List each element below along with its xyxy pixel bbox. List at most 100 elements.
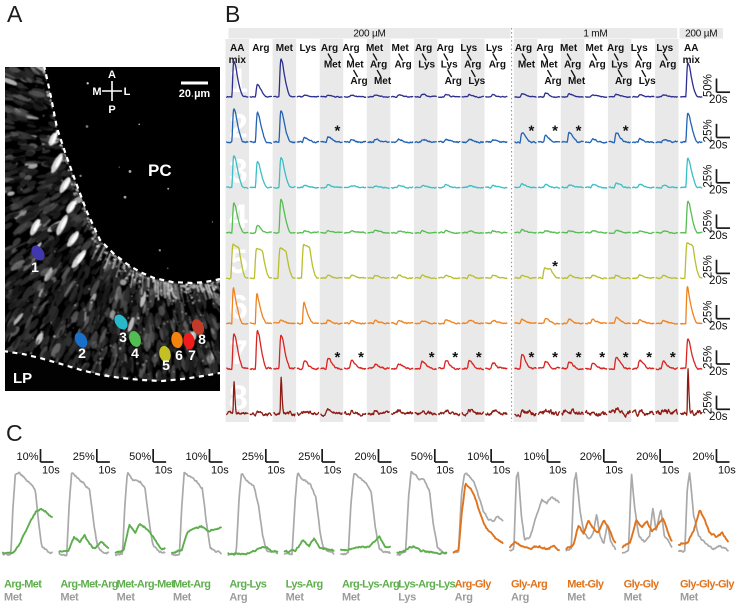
reference-trace bbox=[340, 472, 391, 556]
trace-r1-c18 bbox=[632, 93, 655, 98]
trace-r3-c17 bbox=[608, 182, 631, 189]
trace-r4-c5 bbox=[320, 230, 343, 234]
subplot-scale-percent-label: 10% bbox=[185, 451, 207, 463]
header-connector bbox=[447, 69, 453, 78]
trace-r8-c16 bbox=[584, 409, 608, 417]
test-trace bbox=[565, 519, 617, 550]
trace-r6-c14 bbox=[537, 317, 561, 325]
subplot-reference-label: Met bbox=[173, 592, 192, 604]
scalebar-20um-label: 20 µm bbox=[179, 88, 211, 100]
trace-r3-c14 bbox=[537, 183, 561, 189]
trace-r3-c20 bbox=[680, 157, 703, 189]
subplot-test-label: Met-Gly bbox=[567, 579, 605, 591]
reference-trace bbox=[452, 472, 504, 554]
trace-r1-c19 bbox=[655, 94, 678, 98]
svg-text:Arg: Arg bbox=[544, 76, 561, 87]
trace-r6-c11 bbox=[461, 319, 484, 325]
cell-number-label: 6 bbox=[175, 347, 183, 363]
trace-r6-c3 bbox=[273, 319, 296, 325]
trace-r5-c17 bbox=[608, 274, 631, 280]
trace-r1-c13 bbox=[514, 92, 537, 99]
subplot-scalebar bbox=[490, 449, 505, 463]
svg-text:Arg: Arg bbox=[464, 60, 481, 71]
trace-r2-c3 bbox=[273, 110, 296, 144]
trace-r8-c15 bbox=[561, 408, 584, 416]
subplot-scalebar bbox=[659, 449, 674, 463]
header-connector bbox=[521, 53, 527, 61]
header-connector bbox=[443, 53, 449, 61]
reference-trace bbox=[678, 472, 729, 553]
trace-r8-c11 bbox=[461, 408, 484, 417]
subplot-scale-time-label: 10s bbox=[380, 465, 398, 477]
trace-r1-c16 bbox=[584, 94, 608, 98]
subplot-scalebar bbox=[321, 449, 336, 463]
trace-r1-c9 bbox=[414, 93, 437, 99]
svg-text:Arg: Arg bbox=[615, 76, 632, 87]
column-header-13: Arg Met bbox=[515, 43, 536, 71]
trace-r1-c3 bbox=[273, 58, 296, 98]
subplot-test-label: Met-Arg-Met bbox=[117, 579, 175, 591]
trace-r2-c15 bbox=[561, 131, 584, 144]
column-stripe bbox=[272, 39, 297, 422]
trace-r3-c5 bbox=[320, 183, 343, 189]
significance-asterisk: * bbox=[529, 349, 535, 366]
trace-r5-c13 bbox=[514, 274, 537, 280]
trace-r5-c10 bbox=[438, 274, 461, 280]
trace-r8-c14 bbox=[537, 408, 561, 417]
subplot-scalebar bbox=[95, 449, 110, 463]
svg-text:Met: Met bbox=[276, 43, 294, 54]
panel-a-micrograph: A PM L 20 µm PC LP 1 2 34 56 78 bbox=[5, 67, 220, 391]
header-connector bbox=[466, 53, 472, 61]
trace-r5-c6 bbox=[343, 274, 367, 279]
trace-r6-c4 bbox=[296, 301, 320, 325]
trace-r5-c20 bbox=[680, 242, 703, 280]
subplot-reference-label: Met bbox=[286, 592, 305, 604]
column-header-7: Met Arg Met bbox=[366, 43, 392, 87]
subplot-scalebar bbox=[715, 449, 730, 463]
trace-r4-c2 bbox=[249, 224, 273, 235]
trace-row-3 bbox=[226, 155, 703, 189]
trace-r4-c17 bbox=[608, 229, 631, 235]
concentration-band-label: 200 µM bbox=[685, 29, 717, 40]
column-header-2: Arg bbox=[252, 43, 269, 54]
cell-marker-2: 2 bbox=[74, 332, 88, 361]
trace-r2-c8 bbox=[390, 138, 414, 144]
trace-r6-c7 bbox=[367, 319, 390, 325]
significance-asterisk: * bbox=[646, 349, 652, 366]
column-header-19: Lys Arg bbox=[656, 43, 676, 71]
trace-r5-c2 bbox=[249, 247, 273, 280]
subplot-scalebar bbox=[602, 449, 617, 463]
reference-trace bbox=[565, 472, 617, 552]
svg-text:Lys: Lys bbox=[656, 43, 673, 54]
trace-r7-c12 bbox=[485, 362, 508, 371]
svg-text:Lys: Lys bbox=[299, 43, 316, 54]
subplot-test-label: Lys-Arg bbox=[286, 579, 323, 591]
reference-trace bbox=[283, 472, 335, 556]
test-trace bbox=[621, 517, 673, 549]
test-trace bbox=[509, 540, 560, 552]
trace-r1-c17 bbox=[608, 93, 631, 99]
trace-r6-c1 bbox=[226, 287, 249, 325]
svg-text:Met: Met bbox=[324, 60, 342, 71]
trace-r7-c6 bbox=[343, 359, 367, 370]
trace-r6-c9 bbox=[414, 320, 437, 325]
trace-r8-c13 bbox=[514, 409, 537, 418]
trace-r6-c16 bbox=[584, 318, 608, 325]
row-scale-time-label: 20s bbox=[709, 411, 728, 423]
trace-row-4 bbox=[226, 198, 703, 235]
significance-asterisk: * bbox=[552, 349, 558, 366]
concentration-band bbox=[679, 28, 723, 39]
header-connector bbox=[327, 53, 333, 61]
trace-r2-c2 bbox=[249, 111, 273, 144]
svg-text:Lys: Lys bbox=[639, 76, 656, 87]
cell-marker-5: 5 bbox=[159, 345, 171, 373]
subplot-test-label: Arg-Lys bbox=[229, 579, 266, 591]
trace-r6-c10 bbox=[438, 319, 461, 325]
trace-r7-c10 bbox=[438, 360, 461, 371]
pc-region-label: PC bbox=[148, 161, 172, 180]
trace-r4-c15 bbox=[561, 229, 584, 234]
trace-r8-c5 bbox=[320, 407, 343, 417]
